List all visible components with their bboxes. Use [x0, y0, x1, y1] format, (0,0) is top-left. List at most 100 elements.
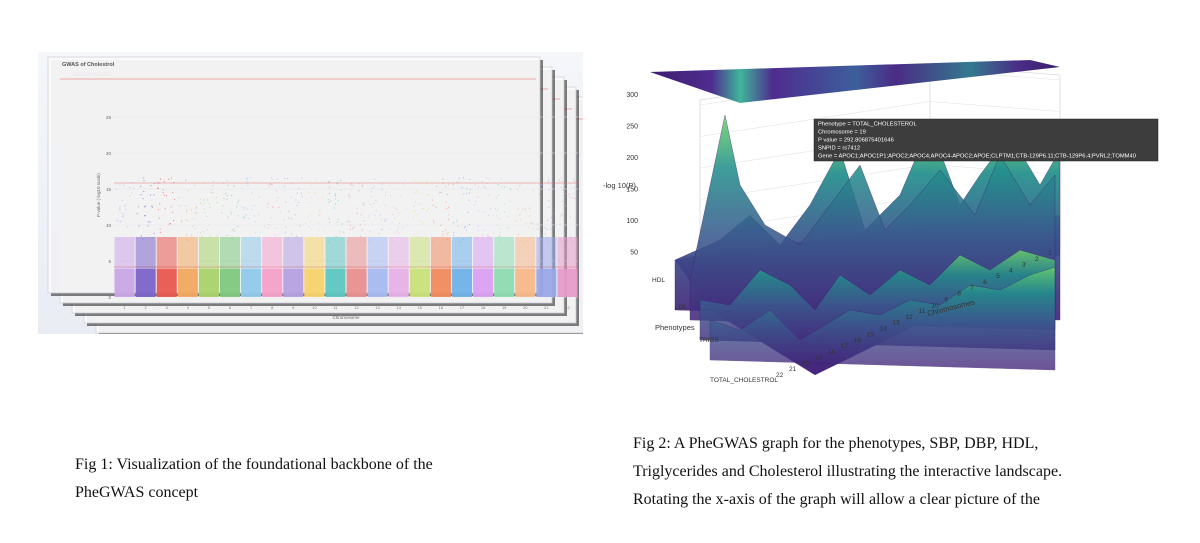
top-projection-plane	[650, 60, 1060, 103]
chromosome-tick-label: 2	[1035, 256, 1039, 263]
chromosome-tick-label: 16	[854, 337, 862, 344]
phenotype-tick-label: HDL	[652, 277, 665, 284]
chromosome-tick-label: 12	[906, 314, 914, 321]
chromosome-point-band	[219, 180, 241, 297]
chromosome-point-band	[494, 178, 515, 297]
y-tick-label: 15	[106, 187, 112, 192]
chromosome-tick-label: 10	[931, 302, 939, 309]
x-tick-label: 14	[397, 305, 402, 310]
chromosome-tick-label: 15	[867, 331, 875, 338]
z-axis-label: -log 10(P)	[603, 181, 636, 190]
hover-tooltip: Phenotype = TOTAL_CHOLESTEROL Chromosome…	[813, 118, 1159, 162]
z-tick-label: 50	[630, 250, 638, 257]
tooltip-gene: Gene = APOC1;APOC1P1;APOC2;APOC4;APOC4-A…	[818, 154, 1136, 160]
caption-line: Triglycerides and Cholesterol illustrati…	[633, 463, 1063, 480]
x-axis-label: Chromosome	[332, 315, 360, 320]
x-tick-label: 15	[418, 305, 423, 310]
landscape-surface	[674, 114, 1061, 375]
chromosome-point-band	[430, 178, 451, 297]
x-tick-label: 17	[460, 305, 465, 310]
chromosome-tick-label: 11	[918, 308, 925, 315]
chromosome-tick-label: 9	[944, 296, 948, 303]
chromosome-point-band	[325, 179, 346, 297]
chromosome-point-band	[114, 182, 135, 297]
x-tick-label: 1	[123, 305, 126, 310]
z-tick-label: 250	[626, 124, 638, 131]
y-tick-label: 10	[106, 223, 112, 228]
x-tick-label: 13	[375, 305, 380, 310]
z-tick-label: 150	[626, 187, 638, 194]
x-tick-label: 16	[439, 305, 444, 310]
x-tick-label: 2	[145, 305, 148, 310]
chromosome-tick-label: 20	[802, 360, 810, 367]
phenotype-tick-label: TOTAL_CHOLESTROL	[710, 377, 778, 384]
figure-2-caption: Fig 2: A PheGWAS graph for the phenotype…	[633, 430, 1153, 514]
figure-2-phegwas-3d-landscape: 300 250 200 150 100 50 -log 10(P) HDL LDL TRIGS…	[603, 60, 1159, 384]
chromosome-point-band	[283, 177, 304, 297]
tooltip-pvalue: P value = 292.806875401646	[818, 138, 894, 144]
chromosome-point-band	[536, 179, 557, 297]
chromosome-point-band	[135, 177, 156, 297]
y-tick-label: 5	[108, 259, 111, 264]
chromosome-point-band	[409, 178, 430, 297]
x-tick-label: 11	[333, 305, 338, 310]
phenotype-axis-label: Phenotypes	[655, 323, 695, 332]
chromosome-tick-label: 7	[970, 285, 974, 292]
z-tick-label: 100	[626, 218, 638, 225]
x-tick-label: 9	[292, 305, 295, 310]
z-axis-ticks: 300 250 200 150 100 50	[626, 92, 638, 257]
x-tick-label: 4	[187, 305, 190, 310]
caption-line: PheGWAS concept	[75, 484, 199, 501]
chromosome-point-band	[262, 177, 283, 297]
x-tick-label: 12	[354, 305, 359, 310]
x-tick-label: 5	[208, 305, 211, 310]
x-tick-label: 18	[481, 305, 486, 310]
x-tick-label: 8	[271, 305, 274, 310]
tooltip-snpid: SNPID = rs7412	[818, 146, 860, 152]
y-tick-label: 20	[106, 151, 112, 156]
tooltip-chromosome: Chromosome = 19	[818, 130, 866, 136]
chromosome-point-band	[346, 183, 367, 297]
x-tick-label: 20	[523, 305, 528, 310]
layer-title: GWAS of Cholestrol	[62, 62, 115, 68]
manhattan-layer-stack: GWAS of TRIGSGWAS of DBPGWAS of HDLGWAS …	[47, 56, 583, 334]
phenotype-tick-label: LDL	[675, 304, 687, 311]
caption-line: Fig 2: A PheGWAS graph for the phenotype…	[633, 435, 1039, 452]
chromosome-tick-label: 18	[828, 349, 836, 356]
chromosome-tick-label: 6	[983, 279, 987, 286]
chromosome-point-band	[367, 178, 388, 297]
chromosome-tick-label: 8	[957, 291, 961, 298]
figure-1-caption: Fig 1: Visualization of the foundational…	[75, 451, 555, 507]
chromosome-tick-label: 19	[815, 355, 823, 362]
caption-line: Rotating the x-axis of the graph will al…	[633, 491, 1040, 508]
y-tick-label: 25	[106, 115, 112, 120]
z-tick-label: 300	[626, 92, 638, 99]
chromosome-point-band	[241, 177, 262, 297]
y-tick-label: 0	[108, 295, 111, 300]
chromosome-tick-label: 5	[996, 273, 1000, 280]
x-tick-label: 19	[502, 305, 507, 310]
phenotype-axis-ticks: HDL LDL TRIGS TOTAL_CHOLESTROL	[652, 277, 778, 384]
x-tick-label: 10	[312, 305, 317, 310]
tooltip-phenotype: Phenotype = TOTAL_CHOLESTEROL	[818, 122, 918, 128]
chromosome-point-band	[388, 179, 409, 297]
chromosome-point-band	[198, 180, 219, 297]
z-tick-label: 200	[626, 155, 638, 162]
chromosome-point-band	[304, 178, 325, 297]
x-tick-label: 6	[229, 305, 232, 310]
chromosome-point-band	[451, 177, 473, 297]
chromosome-point-band	[177, 179, 198, 297]
y-axis-label: P-value (-log10 scale)	[96, 173, 101, 217]
chromosome-tick-label: 14	[880, 326, 888, 333]
caption-line: Fig 1: Visualization of the foundational…	[75, 456, 433, 473]
x-tick-label: 3	[166, 305, 169, 310]
chromosome-tick-label: 4	[1009, 267, 1013, 274]
phenotype-tick-label: TRIGS	[699, 337, 720, 344]
figure-1-stacked-manhattan-plots: GWAS of TRIGSGWAS of DBPGWAS of HDLGWAS …	[38, 52, 583, 334]
chromosome-point-band	[557, 177, 578, 297]
x-tick-label: 7	[250, 305, 253, 310]
chromosome-tick-label: 21	[789, 366, 797, 373]
chromosome-point-band	[515, 181, 536, 297]
chromosome-tick-label: 17	[841, 343, 849, 350]
